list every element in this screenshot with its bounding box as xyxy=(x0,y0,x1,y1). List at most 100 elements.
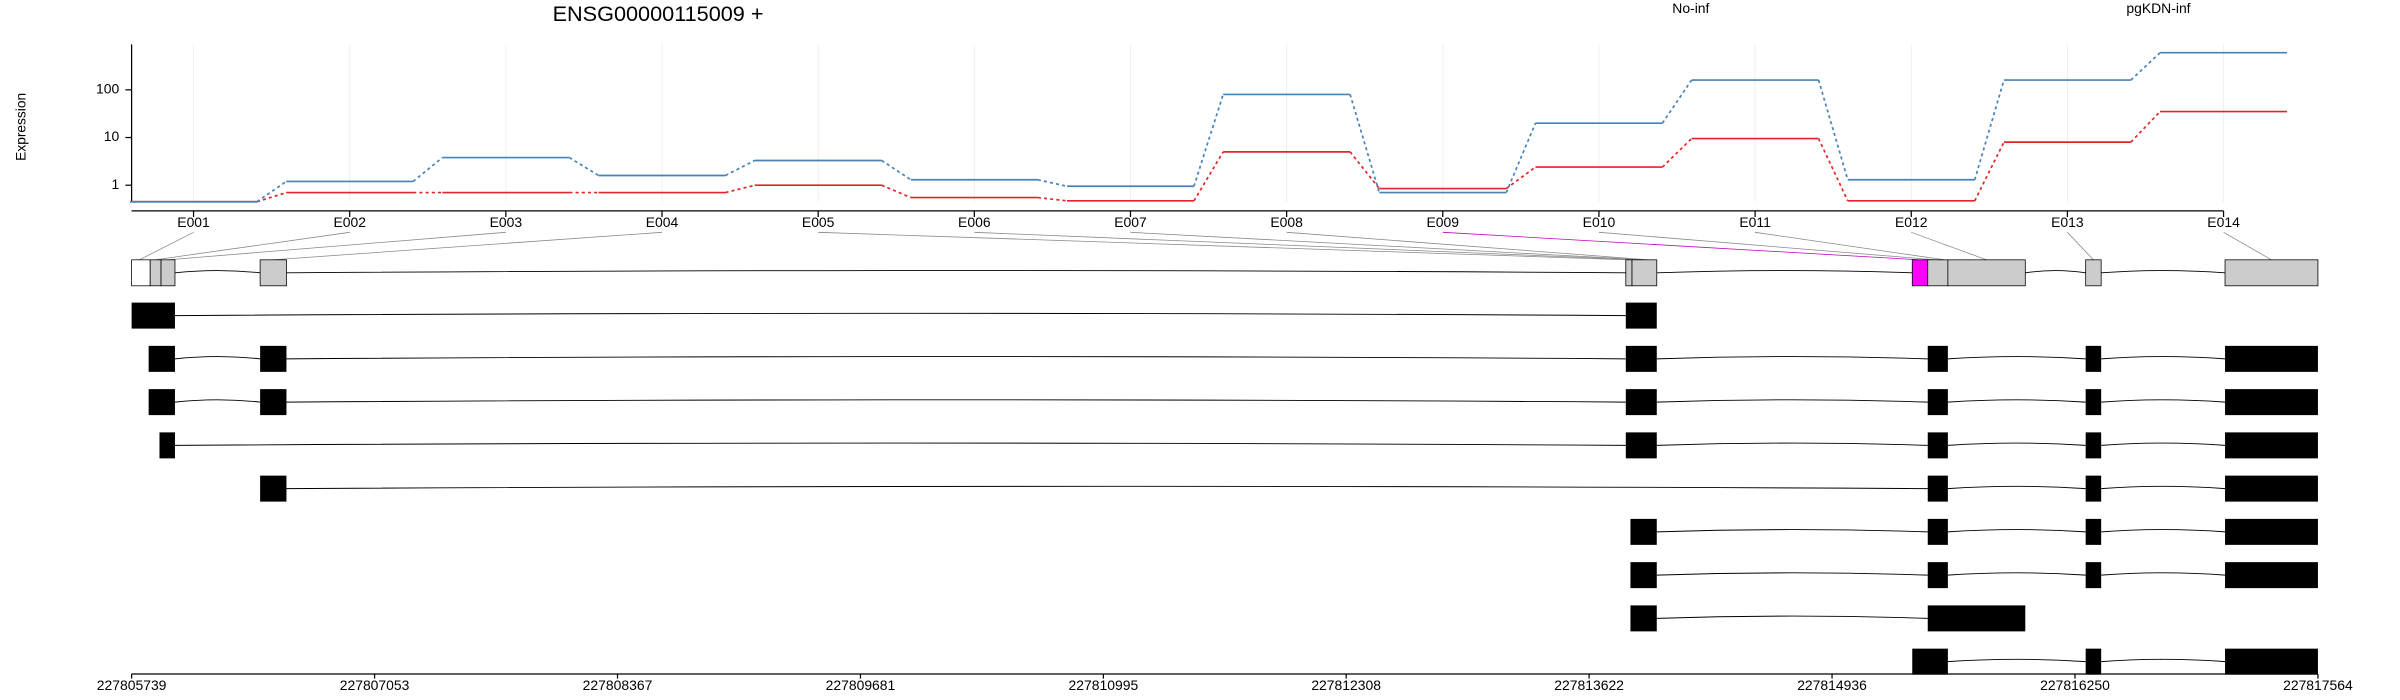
exon-link xyxy=(1286,231,1650,261)
exon-box xyxy=(2224,259,2319,287)
transcript-exon xyxy=(1927,475,1948,502)
intron xyxy=(174,442,1626,446)
intron xyxy=(286,485,1928,490)
transcript-exon xyxy=(2225,432,2318,459)
transcript-exon xyxy=(1625,345,1657,372)
connector xyxy=(1193,151,1224,202)
intron xyxy=(174,356,261,360)
intron xyxy=(174,270,261,274)
connector xyxy=(1037,196,1068,202)
genome-tick-label: 227816250 xyxy=(2040,677,2110,693)
y-tick-label: 10 xyxy=(104,128,120,144)
genome-tick-label: 227809681 xyxy=(826,677,896,693)
transcript-exon xyxy=(1912,648,1948,675)
exon-link xyxy=(1755,231,1945,261)
intron xyxy=(286,399,1626,403)
transcript-exon xyxy=(2225,345,2318,372)
exon-box xyxy=(1947,259,2026,287)
transcript-exon xyxy=(1625,302,1657,329)
genome-tick-label: 227812308 xyxy=(1311,677,1381,693)
intron xyxy=(1656,572,1928,576)
transcript-exon xyxy=(2085,518,2102,545)
exon-box xyxy=(1911,259,1929,287)
genome-tick-label: 227805739 xyxy=(97,677,167,693)
intron xyxy=(2101,485,2226,490)
x-tick-label: E002 xyxy=(333,214,366,230)
x-tick-label: E007 xyxy=(1114,214,1147,230)
connector xyxy=(1661,137,1693,168)
transcript-exon xyxy=(2085,648,2102,675)
intron xyxy=(1656,399,1928,403)
connector xyxy=(2130,52,2161,81)
exon-link xyxy=(1911,231,1987,261)
legend-entry: No-inf xyxy=(1672,0,1709,16)
intron xyxy=(1947,399,2086,403)
y-axis-label: Expression xyxy=(12,93,28,161)
intron xyxy=(2101,399,2226,403)
connector xyxy=(1193,94,1224,187)
transcript-exon xyxy=(1927,605,2026,632)
x-tick-label: E006 xyxy=(958,214,991,230)
transcript-exon xyxy=(2085,389,2102,416)
genome-tick-label: 227810995 xyxy=(1069,677,1139,693)
exon-box xyxy=(1927,259,1949,287)
exon-link xyxy=(139,231,194,261)
transcript-exon xyxy=(2085,562,2102,589)
intron xyxy=(286,270,1626,274)
intron xyxy=(1656,615,1928,619)
connector xyxy=(1973,79,2005,181)
exon-box xyxy=(1625,259,1633,287)
exon-link xyxy=(818,231,1629,261)
x-tick-label: E013 xyxy=(2051,214,2084,230)
exon-link xyxy=(1598,231,1936,261)
intron xyxy=(2101,658,2226,663)
connector xyxy=(2130,110,2161,143)
connector xyxy=(1037,178,1068,188)
genome-tick-label: 227807053 xyxy=(340,677,410,693)
y-tick-label: 1 xyxy=(111,176,119,192)
exon-box xyxy=(2085,259,2102,287)
connector xyxy=(1661,79,1693,124)
x-tick-label: E012 xyxy=(1895,214,1928,230)
exon-box xyxy=(160,259,176,287)
connector xyxy=(568,156,599,177)
intron xyxy=(1947,529,2086,533)
transcript-exon xyxy=(1630,518,1657,545)
genome-tick-label: 227808367 xyxy=(583,677,653,693)
exon-link xyxy=(2223,231,2272,261)
intron xyxy=(2101,572,2226,576)
chart-title: ENSG00000115009 + xyxy=(553,2,764,26)
connector xyxy=(256,191,287,203)
transcript-exon xyxy=(2225,475,2318,502)
connector xyxy=(1505,166,1536,190)
connector xyxy=(725,184,755,194)
transcript-exon xyxy=(2225,518,2318,545)
intron xyxy=(2101,270,2226,274)
connector xyxy=(881,159,912,181)
connector xyxy=(1505,122,1537,193)
transcript-exon xyxy=(159,432,175,459)
genome-tick-label: 227813622 xyxy=(1554,677,1624,693)
connector xyxy=(1349,151,1380,190)
y-tick-label: 100 xyxy=(96,81,120,97)
x-tick-label: E001 xyxy=(177,214,210,230)
intron xyxy=(1947,356,2086,360)
transcript-exon xyxy=(260,475,287,502)
x-tick-label: E004 xyxy=(646,214,679,230)
intron xyxy=(1656,356,1928,360)
exon-box xyxy=(149,259,162,287)
intron xyxy=(2101,442,2226,446)
intron xyxy=(1947,572,2086,576)
transcript-exon xyxy=(260,345,287,372)
x-tick-label: E011 xyxy=(1739,214,1771,230)
exon-box xyxy=(131,259,151,287)
intron xyxy=(1947,442,2086,446)
intron xyxy=(174,312,1626,317)
x-tick-label: E014 xyxy=(2207,214,2240,230)
x-tick-label: E008 xyxy=(1270,214,1303,230)
connector xyxy=(1973,141,2005,202)
x-tick-label: E010 xyxy=(1583,214,1616,230)
transcript-exon xyxy=(1927,562,1948,589)
intron xyxy=(174,399,261,403)
intron xyxy=(1947,658,2086,663)
